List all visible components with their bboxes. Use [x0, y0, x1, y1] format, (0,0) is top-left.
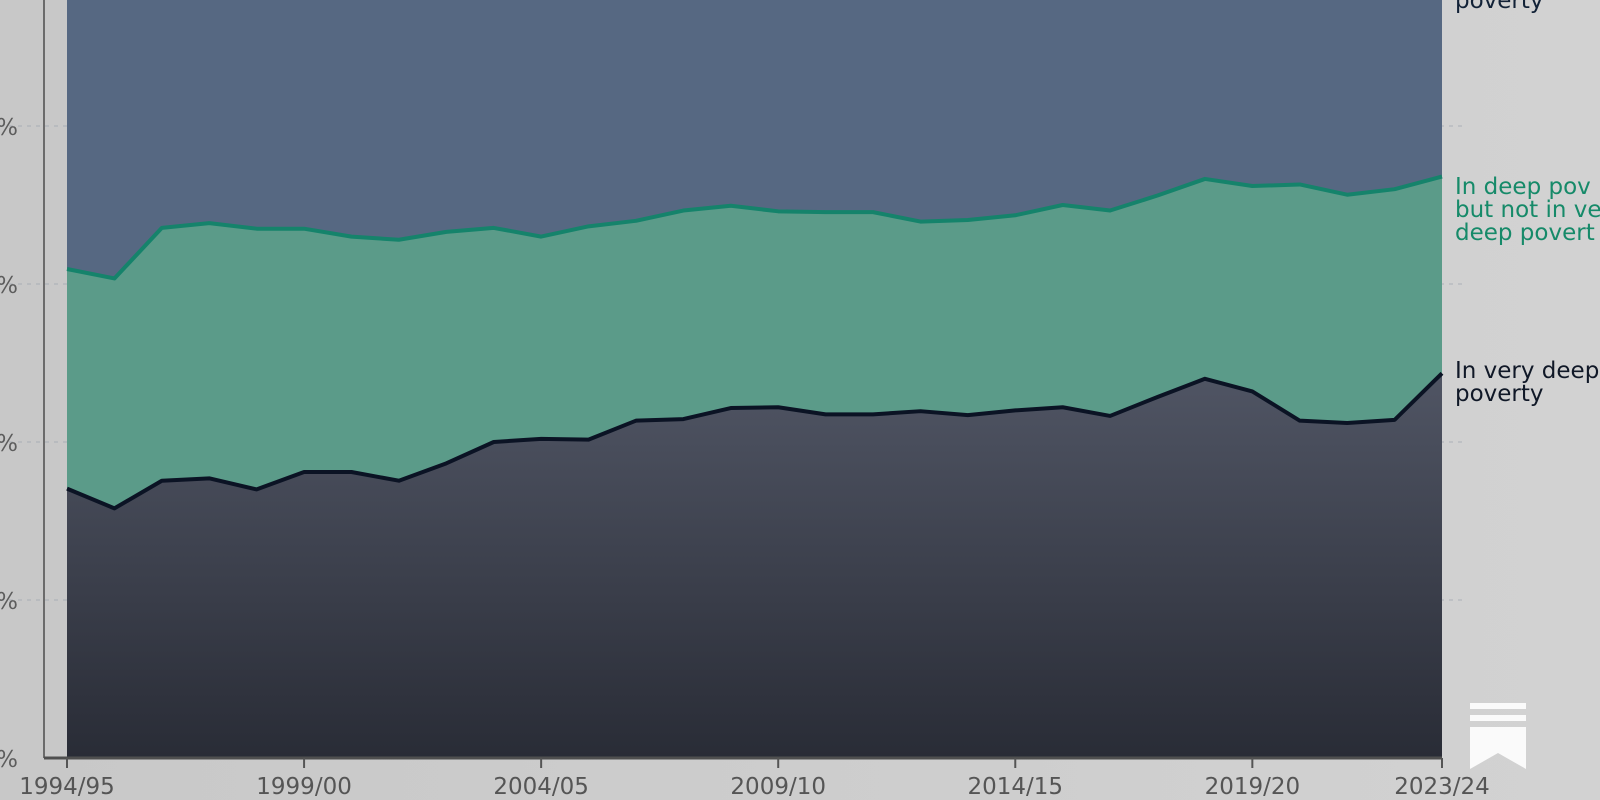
very-deep-boundary-line: [66, 371, 1444, 511]
middle-series-label-line-1: In deep pov: [1455, 174, 1591, 200]
bottom-series-label-line-1: In very deep: [1455, 358, 1600, 384]
area-layer: [67, 0, 1442, 758]
middle-series-label-line-2: but not in ve: [1455, 197, 1600, 223]
axis-layer: [43, 0, 1442, 760]
x-tick-label-1999-00: 1999/00: [256, 774, 352, 800]
y-tick-label-40: 40%: [0, 431, 18, 457]
x-tick-label-2019-20: 2019/20: [1205, 774, 1301, 800]
deep-boundary-line: [66, 174, 1443, 281]
y-tick-label-0: 0%: [0, 747, 18, 773]
y-tick-label-60: 60%: [0, 273, 18, 299]
x-tick-label-1994-95: 1994/95: [19, 774, 115, 800]
area-series-1: [67, 373, 1442, 758]
bottom-series-label: In very deep poverty: [1455, 360, 1599, 406]
y-tick-label-80: 80%: [0, 115, 18, 141]
middle-series-label-line-3: deep povert: [1455, 220, 1595, 246]
substack-icon: [1470, 703, 1526, 769]
x-tick-label-2004-05: 2004/05: [493, 774, 589, 800]
area-series-2: [67, 176, 1442, 509]
y-tick-label-20: 20%: [0, 589, 18, 615]
line-layer: [66, 174, 1444, 511]
tick-label-layer: 0% 20% 40% 60% 80% 1994/95 1999/00 2004/05 2009/…: [0, 115, 1490, 800]
x-tick-label-2009-10: 2009/10: [730, 774, 826, 800]
x-tick-label-2023-24: 2023/24: [1394, 774, 1490, 800]
top-series-label-fragment: poverty: [1455, 0, 1544, 14]
x-tick-label-2014-15: 2014/15: [967, 774, 1063, 800]
middle-series-label: In deep pov but not in ve deep povert: [1455, 176, 1600, 245]
bottom-series-label-line-2: poverty: [1455, 381, 1544, 407]
